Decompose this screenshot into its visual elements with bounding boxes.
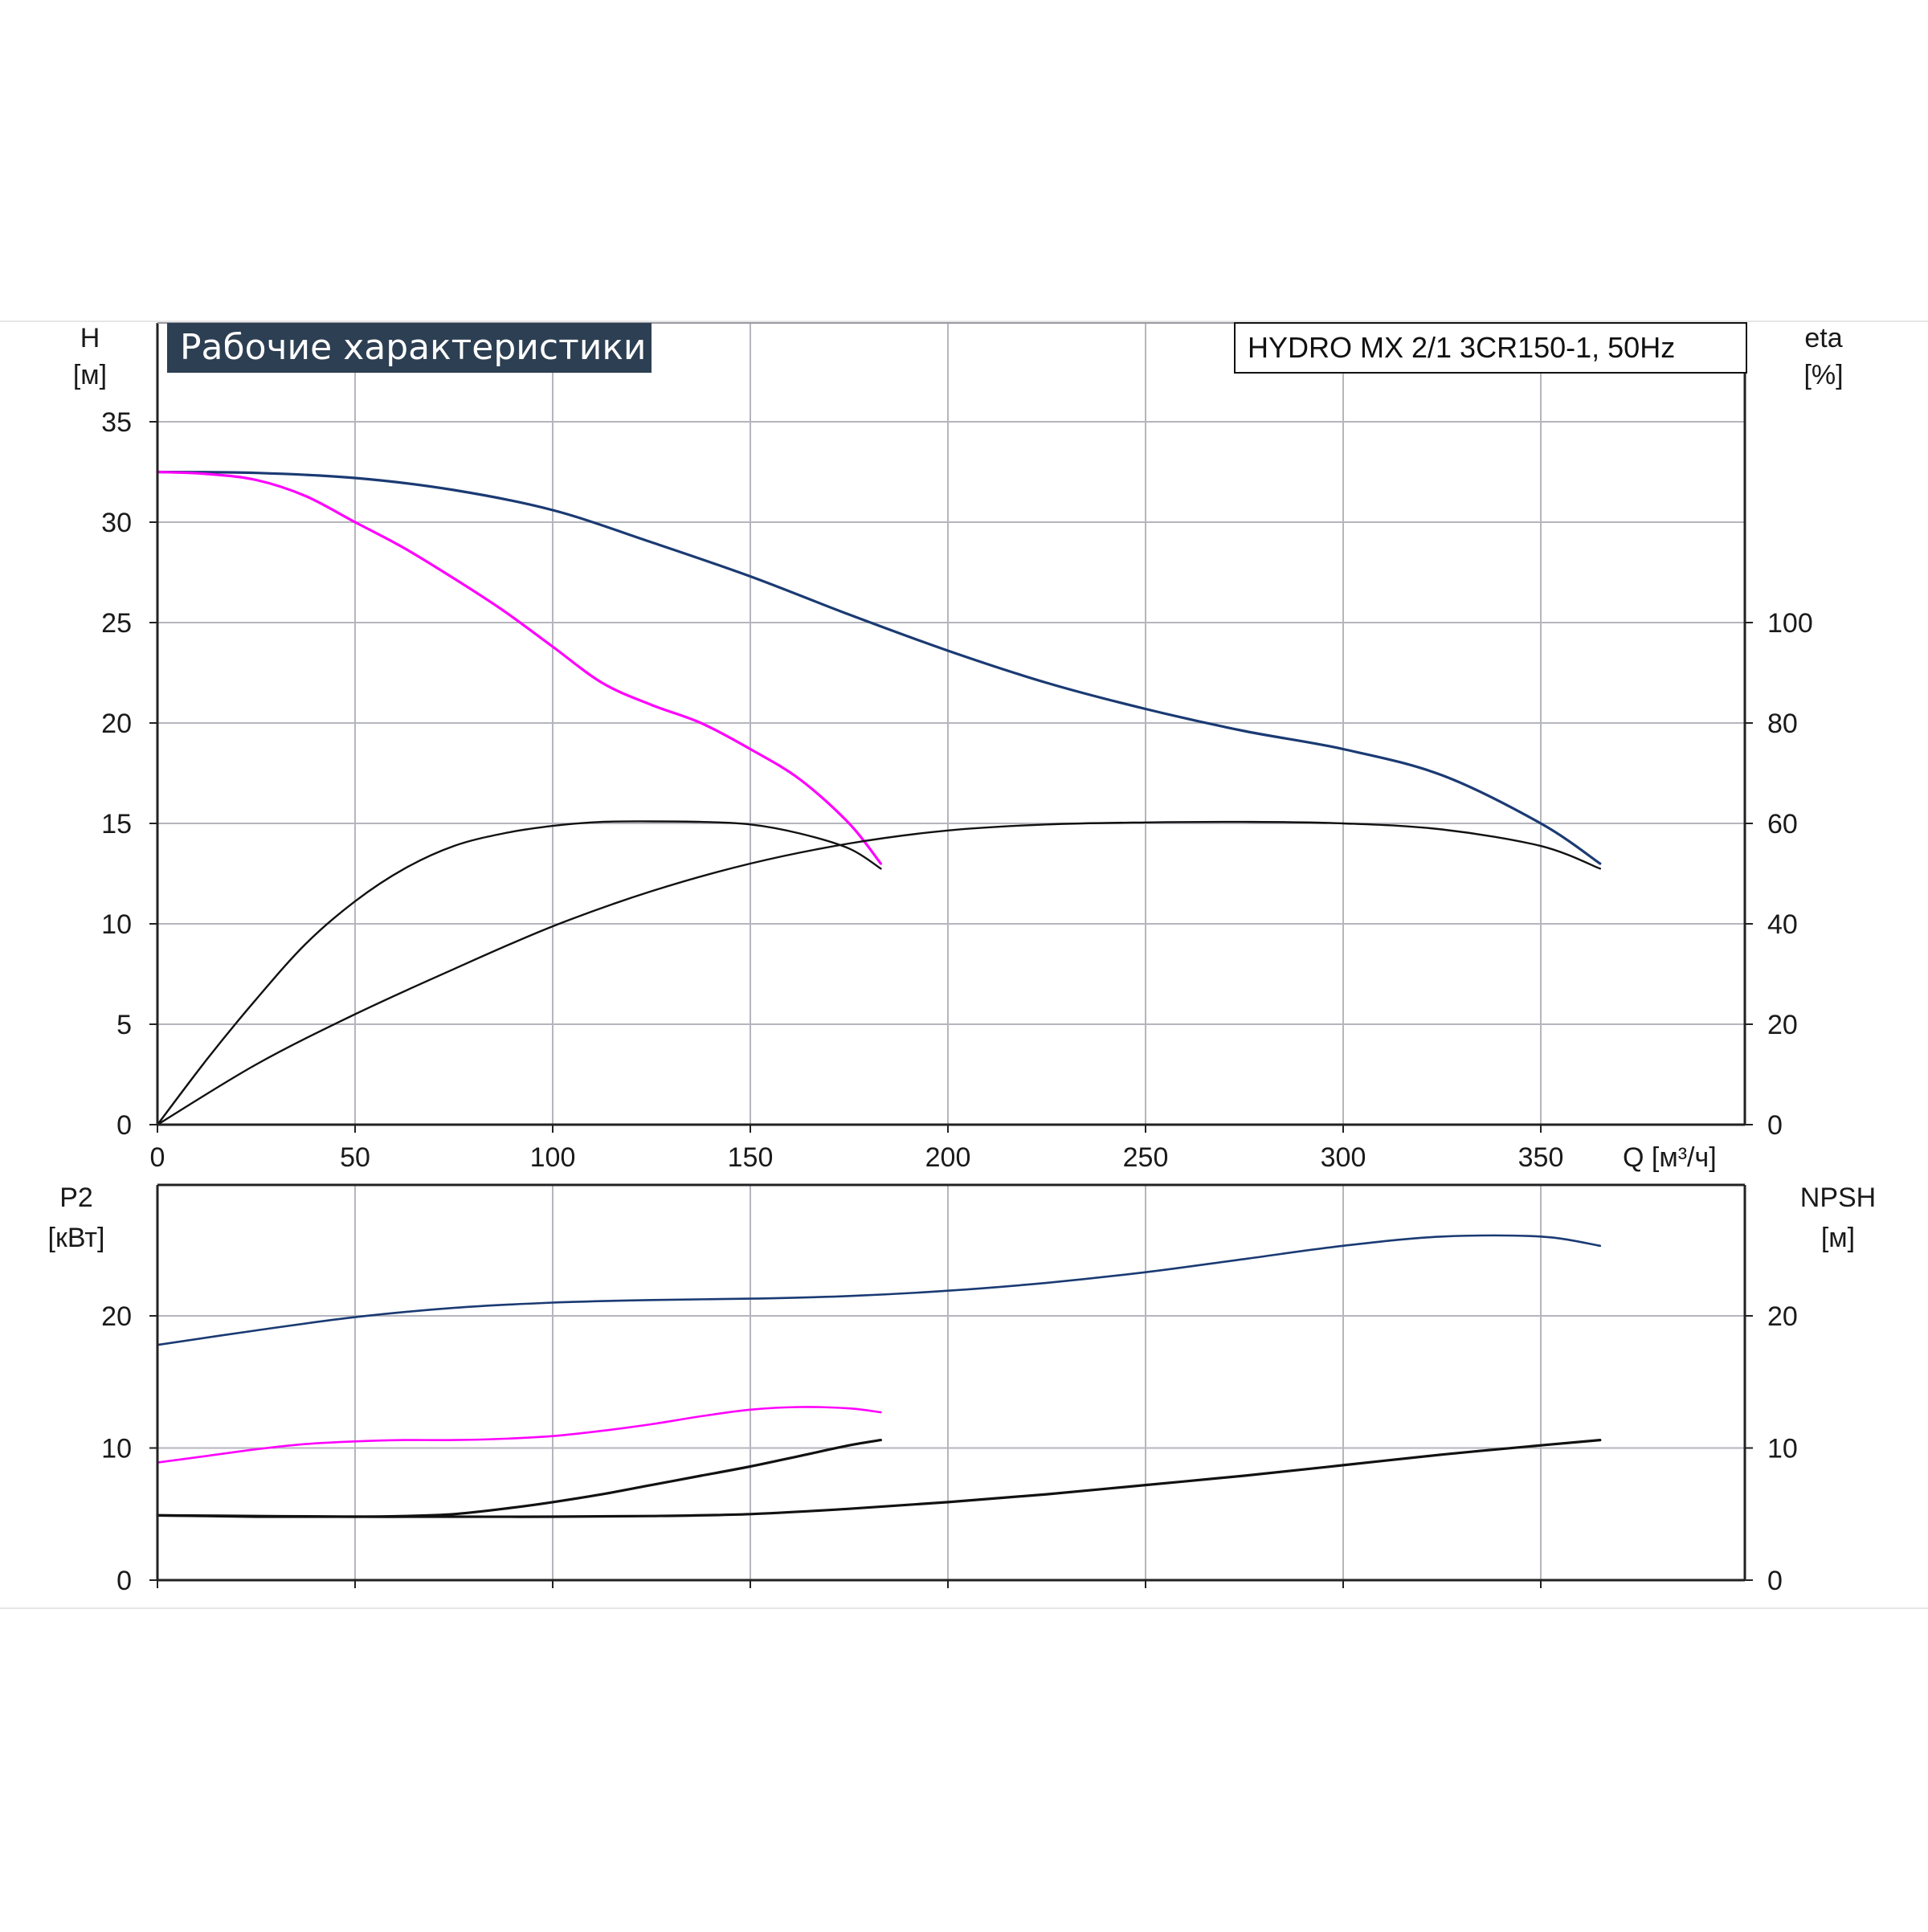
- p2-tick-label: 20: [101, 1301, 132, 1332]
- model-label: HYDRO MX 2/1 3CR150-1, 50Hz: [1248, 331, 1675, 364]
- x-tick-label: 250: [1123, 1142, 1169, 1173]
- x-tick-label: 200: [925, 1142, 971, 1173]
- x-tick-label: 100: [530, 1142, 576, 1173]
- npsh-tick-label: 10: [1767, 1434, 1798, 1464]
- y-tick-label: 15: [101, 809, 132, 839]
- x-tick-label: 0: [150, 1142, 165, 1173]
- lower-grid: [157, 1185, 1745, 1580]
- p2-tick-label: 10: [101, 1434, 132, 1464]
- lower-series-layer: [156, 1234, 1602, 1518]
- upper-series-line-2: [156, 820, 1601, 1126]
- y-tick-label: 35: [101, 407, 132, 438]
- upper-grid: [157, 323, 1745, 1125]
- x-axis-label: Q [м³/ч]: [1623, 1142, 1717, 1173]
- lower-series-line-3: [156, 1439, 882, 1518]
- lower-series-line-0: [156, 1234, 1602, 1346]
- lower-series-line-1: [156, 1406, 882, 1464]
- y2-tick-label: 100: [1767, 608, 1813, 639]
- y-tick-label: 30: [101, 508, 132, 538]
- p2-axis-label: P2: [59, 1182, 93, 1213]
- y2-tick-label: 80: [1767, 709, 1798, 739]
- model-box: [1234, 322, 1747, 374]
- upper-series-layer: [156, 470, 1602, 1126]
- npsh-tick-label: 0: [1767, 1566, 1783, 1596]
- y2-tick-label: 0: [1767, 1110, 1783, 1141]
- title-banner: [167, 323, 652, 373]
- y2-axis-unit: [%]: [1803, 360, 1843, 390]
- y2-tick-label: 40: [1767, 909, 1798, 940]
- y-axis-label: H: [80, 323, 100, 353]
- y-tick-label: 5: [116, 1010, 132, 1040]
- y2-axis-label: eta: [1804, 323, 1842, 353]
- x-tick-label: 300: [1321, 1142, 1366, 1173]
- x-tick-label: 150: [728, 1142, 774, 1173]
- npsh-axis-label: NPSH: [1800, 1182, 1876, 1213]
- npsh-axis-unit: [м]: [1821, 1223, 1855, 1253]
- p2-axis-unit: [кВт]: [48, 1223, 105, 1253]
- chart-title: Рабочие характеристики: [180, 327, 647, 368]
- upper-series-line-3: [156, 820, 882, 1126]
- y-tick-label: 25: [101, 608, 132, 639]
- npsh-tick-label: 20: [1767, 1301, 1798, 1332]
- y2-tick-label: 20: [1767, 1010, 1798, 1040]
- upper-series-line-1: [156, 470, 882, 865]
- x-tick-label: 50: [340, 1142, 370, 1173]
- y-tick-label: 10: [101, 909, 132, 940]
- y-axis-unit: [м]: [73, 360, 107, 390]
- lower-series-line-2: [156, 1439, 1602, 1518]
- y-tick-label: 0: [116, 1110, 132, 1141]
- y-tick-label: 20: [101, 709, 132, 739]
- p2-tick-label: 0: [116, 1566, 132, 1596]
- axes-layer: 0 50 100 150 200 250 300 3500510152025303502040…: [101, 322, 1813, 1596]
- x-tick-label: 350: [1518, 1142, 1564, 1173]
- upper-series-line-0: [156, 470, 1602, 865]
- y2-tick-label: 60: [1767, 809, 1798, 839]
